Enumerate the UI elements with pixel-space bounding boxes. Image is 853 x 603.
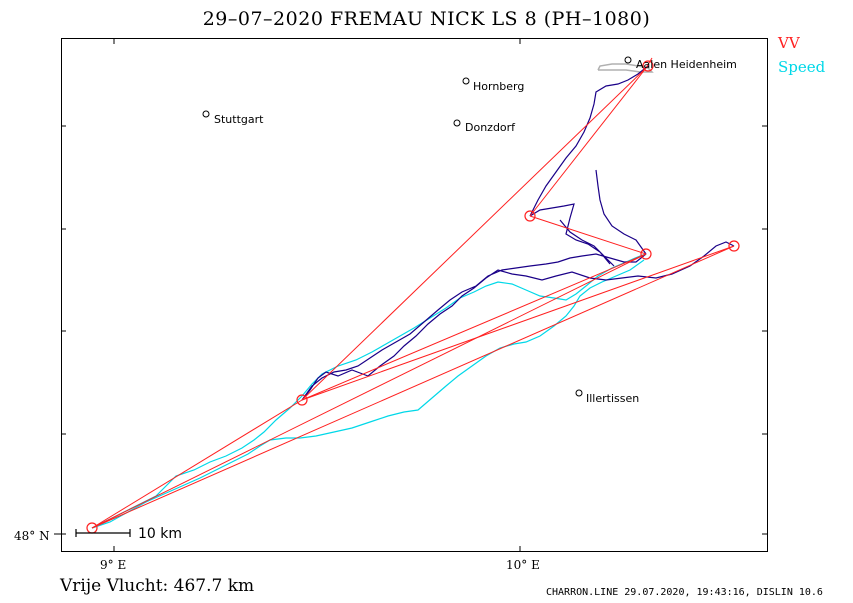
scale-bar: [75, 529, 131, 537]
footer-metadata: CHARRON.LINE 29.07.2020, 19:43:16, DISLI…: [546, 587, 823, 598]
turnpoint-4: [728, 240, 740, 252]
turnpoint-2: [524, 210, 536, 222]
bottom-axis-ticks: [113, 546, 521, 552]
map-title: 29–07–2020 FREMAU NICK LS 8 (PH–1080): [202, 8, 651, 30]
city-marker-aalen: [624, 56, 632, 64]
legend-vv: VV: [778, 34, 800, 52]
turnpoint-3: [640, 248, 652, 260]
right-axis-ticks: [762, 125, 768, 535]
city-label-donzdorf: Donzdorf: [465, 121, 516, 134]
vv-legs: [91, 57, 735, 529]
grey-track: [597, 63, 654, 73]
free-flight-distance: Vrije Vlucht: 467.7 km: [60, 576, 255, 596]
lon-axis-label-9e: 9° E: [100, 558, 127, 572]
turnpoints: [86, 60, 740, 534]
turnpoint-1: [296, 394, 308, 406]
left-axis-ticks: [54, 125, 66, 535]
city-marker-stuttgart: [202, 110, 210, 118]
top-axis-ticks: [113, 38, 521, 44]
city-marker-hornberg: [462, 77, 470, 85]
city-label-hornberg: Hornberg: [473, 80, 524, 93]
flight-track: [301, 65, 735, 401]
city-markers: [202, 56, 632, 397]
city-label-aalen: Aalen Heidenheim: [636, 58, 737, 71]
scale-bar-label: 10 km: [138, 526, 183, 542]
map-frame: [61, 38, 768, 552]
city-marker-donzdorf: [453, 119, 461, 127]
lon-axis-label-10e: 10° E: [506, 558, 540, 572]
city-label-illertissen: Illertissen: [586, 392, 639, 405]
speed-track: [91, 253, 647, 529]
city-marker-illertissen: [575, 389, 583, 397]
lat-axis-label: 48° N: [14, 529, 50, 543]
legend-speed: Speed: [778, 58, 826, 76]
city-label-stuttgart: Stuttgart: [214, 113, 264, 126]
turnpoint-5: [642, 60, 654, 72]
